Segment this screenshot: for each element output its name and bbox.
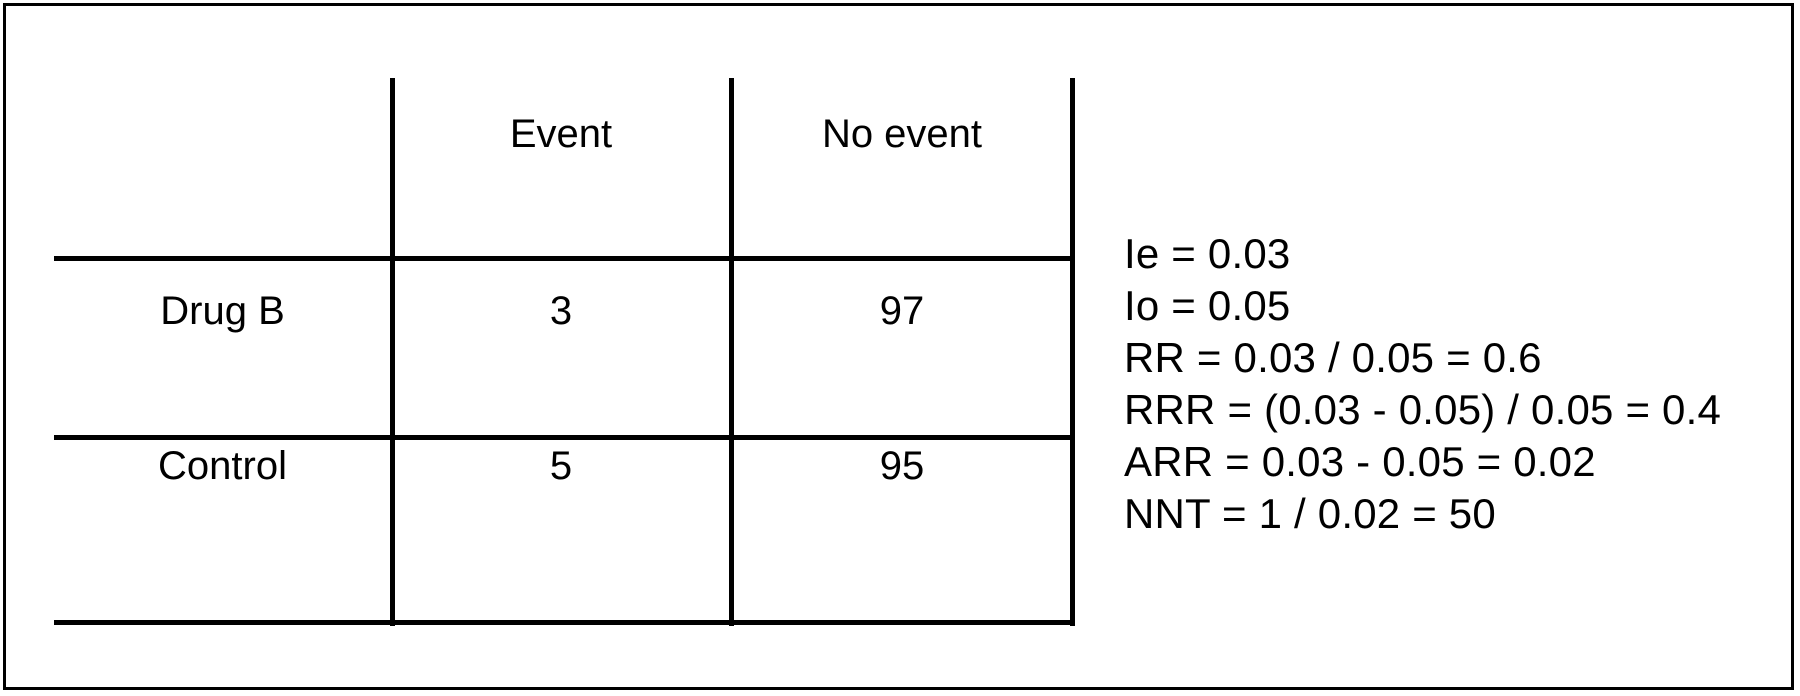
table-horizontal-rule-bottom: [54, 620, 1075, 625]
table-cell-control-no-event: 95: [879, 444, 925, 488]
table-horizontal-rule-middle: [54, 435, 1075, 440]
table-cell-drug-b-event: 3: [549, 289, 573, 333]
calculation-line-arr: ARR = 0.03 - 0.05 = 0.02: [1124, 438, 1596, 485]
table-row-header-drug-b: Drug B: [160, 289, 285, 333]
calculation-line-rrr: RRR = (0.03 - 0.05) / 0.05 = 0.4: [1124, 386, 1722, 433]
table-row-header-control: Control: [158, 444, 287, 488]
calculation-line-io: Io = 0.05: [1124, 282, 1291, 329]
table-vertical-rule-2: [729, 78, 734, 626]
calculations-block: Ie = 0.03 Io = 0.05 RR = 0.03 / 0.05 = 0…: [1124, 228, 1744, 540]
table-cell-control-event: 5: [549, 444, 573, 488]
table-horizontal-rule-header: [54, 256, 1075, 261]
table-header-event: Event: [509, 112, 613, 156]
table-vertical-rule-3: [1070, 78, 1075, 626]
calculation-line-nnt: NNT = 1 / 0.02 = 50: [1124, 490, 1496, 537]
table-cell-drug-b-no-event: 97: [879, 289, 925, 333]
figure-outer-border: Event No event Drug B 3 97 Control 5 95 …: [3, 3, 1794, 690]
calculation-line-rr: RR = 0.03 / 0.05 = 0.6: [1124, 334, 1542, 381]
calculation-line-ie: Ie = 0.03: [1124, 230, 1291, 277]
table-vertical-rule-1: [390, 78, 395, 626]
table-header-no-event: No event: [821, 112, 983, 156]
